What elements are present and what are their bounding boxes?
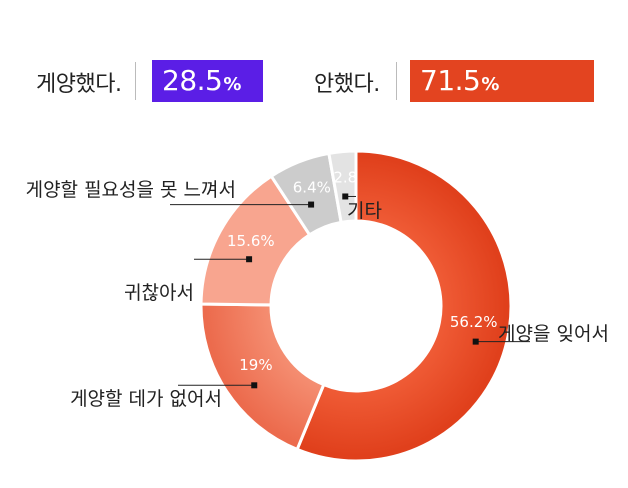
slice-1 <box>199 302 326 452</box>
category-label-3: 게양할 필요성을 못 느껴서 <box>26 179 236 201</box>
category-label-1: 게양할 데가 없어서 <box>70 388 222 410</box>
slice-4 <box>327 149 358 225</box>
category-label-4: 기타 <box>347 200 382 222</box>
leader-dot-0 <box>472 338 479 345</box>
leader-dot-1 <box>251 382 258 389</box>
slice-value-2: 15.6% <box>227 232 275 250</box>
leader-dot-2 <box>246 256 253 263</box>
category-label-0: 게양을 잊어서 <box>498 323 609 345</box>
did-divider <box>135 62 136 100</box>
didnt-unit: % <box>481 74 500 95</box>
did-value: 28.5 <box>162 64 223 97</box>
slice-value-1: 19% <box>239 356 272 374</box>
slice-value-3: 6.4% <box>293 178 331 196</box>
leader-dot-4 <box>342 193 349 200</box>
didnt-value: 71.5 <box>420 64 481 97</box>
slice-0 <box>295 149 513 463</box>
did-value-box: 28.5% <box>152 60 263 102</box>
leader-dot-3 <box>308 201 315 208</box>
didnt-label: 안했다. <box>314 72 380 97</box>
didnt-divider <box>396 62 397 100</box>
did-unit: % <box>223 74 242 95</box>
didnt-value-box: 71.5% <box>410 60 594 102</box>
category-label-2: 귀찮아서 <box>124 282 194 304</box>
slice-value-0: 56.2% <box>450 313 498 331</box>
did-label: 게양했다. <box>36 72 122 97</box>
slice-value-4: 2.8 <box>333 168 357 186</box>
